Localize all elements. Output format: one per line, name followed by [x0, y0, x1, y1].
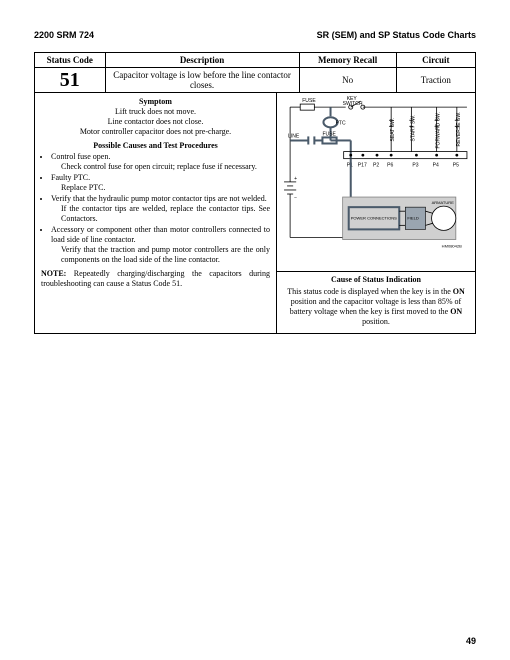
status-table: Status Code Description Memory Recall Ci…	[34, 52, 476, 93]
cell-description: Capacitor voltage is low before the line…	[105, 68, 299, 93]
lbl-key-switch-2: SWITCH	[343, 101, 363, 107]
page-number: 49	[466, 636, 476, 646]
cell-circuit: Traction	[396, 68, 475, 93]
cause-item: Accessory or component other than motor …	[51, 225, 270, 265]
cause-text: Control fuse open.	[51, 152, 110, 161]
cause-heading: Cause of Status Indication	[283, 275, 469, 285]
right-column: FUSE KEY SWITCH	[277, 93, 475, 333]
circuit-diagram: FUSE KEY SWITCH	[280, 96, 472, 268]
lbl-p6: P6	[387, 163, 393, 169]
cell-status-code: 51	[35, 68, 106, 93]
lbl-minus: −	[294, 195, 297, 201]
causes-list: Control fuse open. Check control fuse fo…	[41, 152, 270, 265]
lbl-seat-sw: SEAT SW.	[390, 118, 396, 141]
cause-item: Verify that the hydraulic pump motor con…	[51, 194, 270, 224]
cause-item: Control fuse open. Check control fuse fo…	[51, 152, 270, 172]
lbl-p4: P4	[433, 163, 439, 169]
header-left: 2200 SRM 724	[34, 30, 94, 40]
note-block: NOTE: Repeatedly charging/discharging th…	[41, 269, 270, 289]
diagram-cell: FUSE KEY SWITCH	[277, 93, 475, 272]
symptom-line: Line contactor does not close.	[41, 117, 270, 127]
lbl-line: LINE	[288, 133, 300, 139]
page-header: 2200 SRM 724 SR (SEM) and SP Status Code…	[34, 30, 476, 40]
note-label: NOTE:	[41, 269, 66, 278]
lbl-p2: P2	[373, 163, 379, 169]
note-text: Repeatedly charging/discharging the capa…	[41, 269, 270, 288]
lbl-ptc: PTC	[336, 120, 346, 126]
lbl-plus: +	[294, 176, 297, 182]
lbl-figno: HM08042B	[442, 244, 462, 249]
cause-text: Faulty PTC.	[51, 173, 90, 182]
causes-heading: Possible Causes and Test Procedures	[41, 141, 270, 151]
th-description: Description	[105, 53, 299, 68]
symptom-heading: Symptom	[41, 97, 270, 107]
lbl-field: FIELD	[407, 215, 419, 220]
header-right: SR (SEM) and SP Status Code Charts	[317, 30, 476, 40]
lbl-reverse-sw: REVERSE SW.	[456, 112, 462, 147]
lbl-power-conn: POWER CONNECTIONS	[351, 215, 397, 220]
lbl-forward-sw: FORWARD SW.	[436, 112, 442, 148]
cause-text: Verify that the hydraulic pump motor con…	[51, 194, 267, 203]
cause-sub: If the contactor tips are welded, replac…	[51, 204, 270, 224]
cause-cell: Cause of Status Indication This status c…	[277, 272, 475, 333]
th-status-code: Status Code	[35, 53, 106, 68]
symptom-line: Motor controller capacitor does not pre-…	[41, 127, 270, 137]
cell-memory-recall: No	[299, 68, 396, 93]
cause-text: Accessory or component other than motor …	[51, 225, 270, 244]
left-column: Symptom Lift truck does not move. Line c…	[35, 93, 277, 333]
cause-item: Faulty PTC. Replace PTC.	[51, 173, 270, 193]
lbl-p17: P17	[358, 163, 367, 169]
body-box: Symptom Lift truck does not move. Line c…	[34, 93, 476, 334]
symptom-line: Lift truck does not move.	[41, 107, 270, 117]
lbl-armature: ARMATURE	[432, 200, 455, 205]
lbl-p5: P5	[453, 163, 459, 169]
th-circuit: Circuit	[396, 53, 475, 68]
cause-sub: Verify that the traction and pump motor …	[51, 245, 270, 265]
lbl-fuse: FUSE	[302, 98, 316, 104]
lbl-fuse2: FUSE	[322, 131, 336, 137]
cause-text: This status code is displayed when the k…	[283, 287, 469, 327]
cause-sub: Replace PTC.	[51, 183, 270, 193]
lbl-start-sw: START SW.	[410, 115, 416, 142]
th-memory-recall: Memory Recall	[299, 53, 396, 68]
lbl-p3: P3	[412, 163, 418, 169]
cause-sub: Check control fuse for open circuit; rep…	[51, 162, 270, 172]
